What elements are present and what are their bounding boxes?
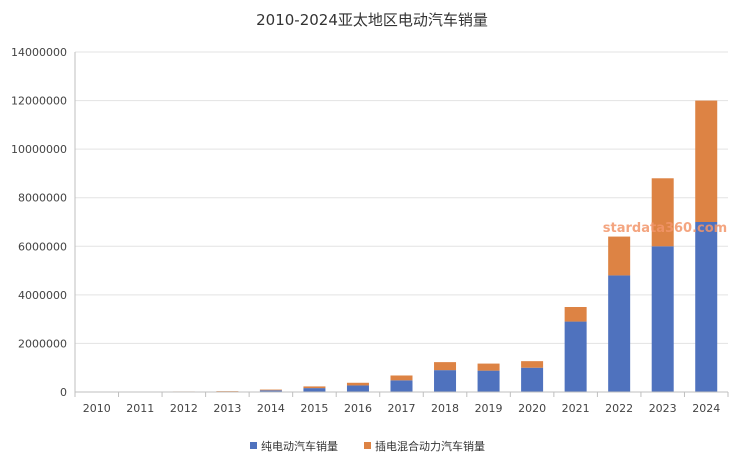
- bar-phev-2016: [346, 382, 369, 386]
- bar-phev-2017: [390, 375, 413, 381]
- bar-phev-2013: [216, 391, 239, 392]
- bar-phev-2018: [434, 362, 457, 371]
- x-tick-label: 2010: [83, 402, 111, 415]
- x-tick-label: 2022: [605, 402, 633, 415]
- x-tick-label: 2021: [562, 402, 590, 415]
- legend-swatch: [364, 442, 371, 449]
- x-tick-label: 2020: [518, 402, 546, 415]
- bar-phev-2021: [564, 307, 587, 322]
- x-tick-label: 2023: [649, 402, 677, 415]
- bar-phev-2020: [521, 361, 544, 368]
- legend: 纯电动汽车销量 插电混合动力汽车销量: [250, 439, 485, 453]
- gridlines: [75, 51, 728, 344]
- bar-bev-2023: [651, 246, 674, 392]
- legend-label: 纯电动汽车销量: [261, 439, 338, 453]
- axes: [74, 52, 729, 397]
- bar-phev-2014: [259, 389, 282, 391]
- bar-bev-2022: [608, 275, 631, 392]
- legend-swatch: [250, 442, 257, 449]
- x-axis-ticks: 2010 2011 2012 2013 2014 2015 2016 2017 2018 2019…: [83, 402, 720, 415]
- x-tick-label: 2012: [170, 402, 198, 415]
- chart-title: 2010-2024亚太地区电动汽车销量: [256, 11, 488, 29]
- bar-bev-2018: [434, 370, 457, 392]
- bar-bev-2024: [695, 222, 718, 392]
- bar-phev-2019: [477, 363, 500, 371]
- bar-bev-2017: [390, 380, 413, 392]
- y-tick-label: 10000000: [11, 143, 67, 156]
- bar-phev-2015: [303, 386, 326, 389]
- x-tick-label: 2013: [213, 402, 241, 415]
- bar-phev-2023: [651, 178, 674, 247]
- bar-bev-2015: [303, 388, 326, 392]
- legend-label: 插电混合动力汽车销量: [375, 439, 485, 453]
- y-axis-ticks: 0 2000000 4000000 6000000 8000000 10000000 120…: [11, 46, 67, 399]
- x-tick-label: 2014: [257, 402, 285, 415]
- x-tick-label: 2019: [475, 402, 503, 415]
- y-tick-label: 0: [60, 386, 67, 399]
- y-tick-label: 8000000: [18, 192, 67, 205]
- bar-phev-2024: [695, 100, 718, 222]
- y-tick-label: 4000000: [18, 289, 67, 302]
- x-tick-label: 2018: [431, 402, 459, 415]
- bar-bev-2016: [346, 385, 369, 392]
- y-tick-label: 6000000: [18, 240, 67, 253]
- x-tick-label: 2011: [126, 402, 154, 415]
- bars: [85, 100, 718, 393]
- watermark-text: stardata360.com: [603, 221, 727, 236]
- bar-bev-2019: [477, 370, 500, 392]
- x-tick-label: 2015: [300, 402, 328, 415]
- y-tick-label: 14000000: [11, 46, 67, 59]
- bar-bev-2021: [564, 321, 587, 392]
- bar-bev-2020: [521, 367, 544, 392]
- y-tick-label: 12000000: [11, 95, 67, 108]
- x-tick-label: 2016: [344, 402, 372, 415]
- y-tick-label: 2000000: [18, 337, 67, 350]
- bar-phev-2022: [608, 236, 631, 276]
- bar-bev-2014: [259, 390, 282, 392]
- x-tick-label: 2024: [692, 402, 720, 415]
- x-tick-label: 2017: [388, 402, 416, 415]
